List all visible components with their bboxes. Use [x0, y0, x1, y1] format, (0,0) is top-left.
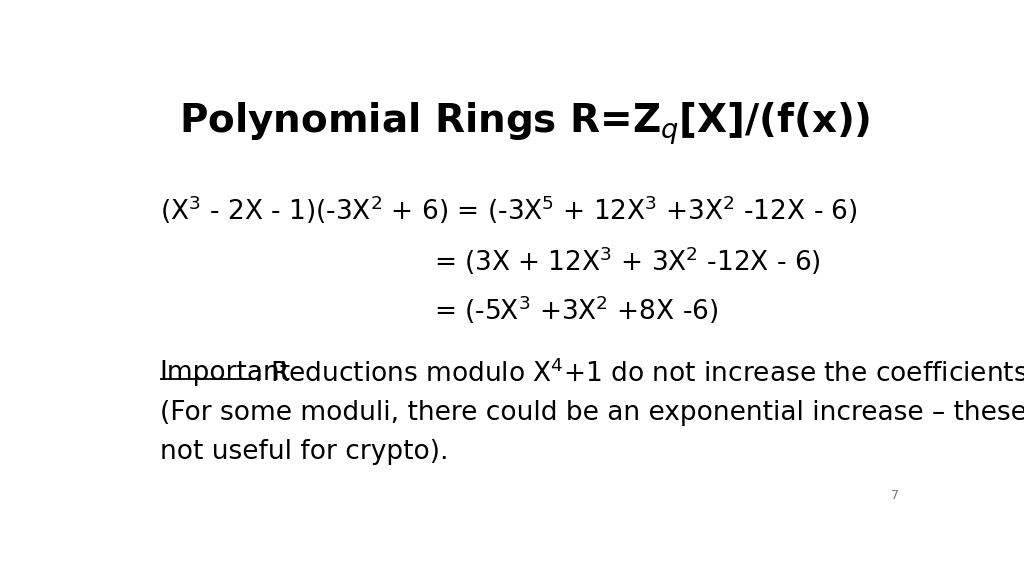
- Text: Polynomial Rings R=Z$_q$[X]/(f(x)): Polynomial Rings R=Z$_q$[X]/(f(x)): [179, 100, 870, 147]
- Text: Important: Important: [160, 359, 291, 385]
- Text: (For some moduli, there could be an exponential increase – these are: (For some moduli, there could be an expo…: [160, 400, 1024, 426]
- Text: (X$^3$ - 2X - 1)(-3X$^2$ + 6) = (-3X$^5$ + 12X$^3$ +3X$^2$ -12X - 6): (X$^3$ - 2X - 1)(-3X$^2$ + 6) = (-3X$^5$…: [160, 194, 857, 226]
- Text: 7: 7: [891, 488, 899, 502]
- Text: = (-5X$^3$ +3X$^2$ +8X -6): = (-5X$^3$ +3X$^2$ +8X -6): [433, 293, 718, 325]
- Text: = (3X + 12X$^3$ + 3X$^2$ -12X - 6): = (3X + 12X$^3$ + 3X$^2$ -12X - 6): [433, 244, 820, 277]
- Text: : Reductions modulo X$^4$+1 do not increase the coefficients!: : Reductions modulo X$^4$+1 do not incre…: [253, 359, 1024, 388]
- Text: not useful for crypto).: not useful for crypto).: [160, 439, 449, 465]
